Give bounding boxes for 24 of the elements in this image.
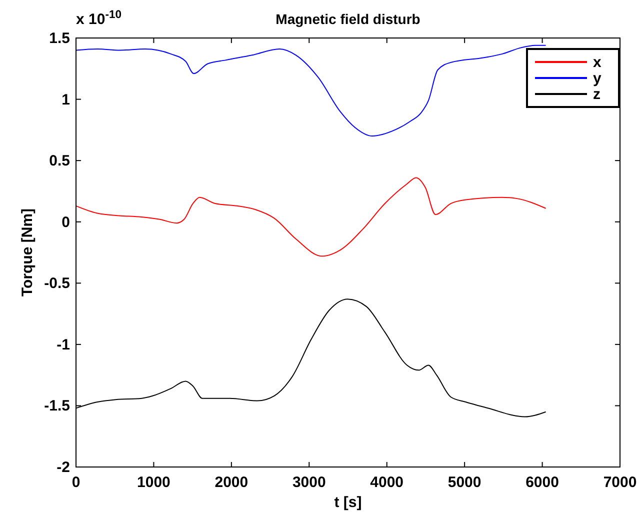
x-tick-label: 6000 bbox=[526, 474, 559, 491]
line-series bbox=[76, 177, 546, 257]
line-series bbox=[76, 44, 546, 137]
x-tick-label: 5000 bbox=[448, 474, 482, 491]
legend-label: x bbox=[593, 54, 602, 71]
y-tick-label: 1 bbox=[62, 91, 70, 108]
y-tick-label: 1.5 bbox=[49, 30, 70, 47]
x-axis-title: t [s] bbox=[334, 494, 362, 511]
legend-label: z bbox=[593, 86, 600, 103]
y-tick-label: 0 bbox=[62, 214, 70, 231]
y-tick-label: -2 bbox=[56, 459, 70, 476]
x-tick-label: 1000 bbox=[137, 474, 170, 491]
x-tick-label: 3000 bbox=[292, 474, 326, 491]
chart-title: Magnetic field disturb bbox=[276, 11, 420, 27]
y-tick-label: 0.5 bbox=[49, 152, 70, 170]
y-tick-label: -1.5 bbox=[44, 398, 70, 415]
y-tick-label: -1 bbox=[56, 336, 70, 354]
y-axis-title: Torque [Nm] bbox=[19, 208, 36, 297]
text: x 10$^{-10}$ bbox=[76, 9, 122, 28]
x-tick-label: 4000 bbox=[370, 474, 404, 491]
x-tick-label: 7000 bbox=[603, 474, 637, 491]
legend-label: y bbox=[593, 70, 602, 87]
x-tick-label: 2000 bbox=[214, 474, 248, 491]
y-tick-label: -0.5 bbox=[44, 275, 70, 292]
